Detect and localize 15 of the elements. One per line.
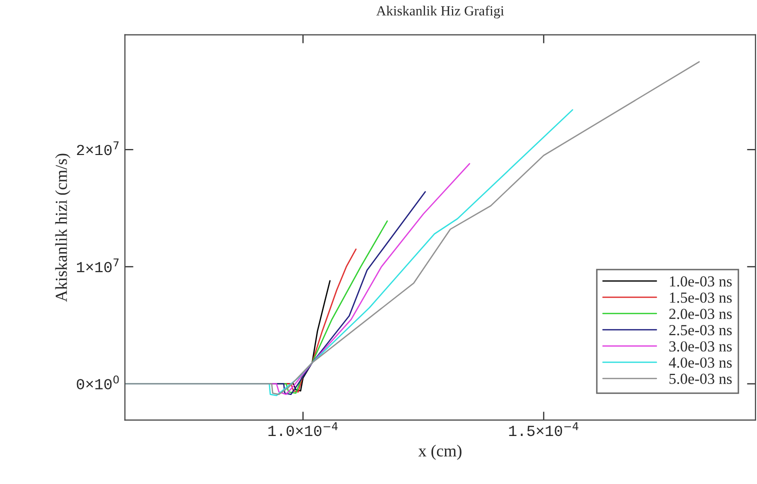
y-tick-label: 0×10$^{0}$ — [76, 375, 119, 390]
legend-label: 1.5e-03 ns — [670, 292, 732, 303]
legend-label: 1.0e-03 ns — [670, 276, 732, 287]
legend-label: 2.5e-03 ns — [669, 324, 732, 336]
y-tick-label: 2×10$^{7}$ — [76, 141, 119, 156]
legend-label: 3.0e-03 ns — [669, 341, 732, 352]
y-tick-label: 1×10$^{7}$ — [76, 258, 119, 272]
x-tick-label: 1.5×10$^{−4}$ — [509, 422, 578, 436]
chart-title: Akiskanlik Hiz Grafigi — [376, 6, 504, 18]
legend-label: 2.0e-03 ns — [669, 308, 732, 320]
legend-label: 5.0e-03 ns — [670, 374, 732, 384]
legend-label: 4.0e-03 ns — [668, 357, 732, 368]
x-axis-title: x (cm) — [418, 444, 462, 460]
x-tick-label: 1.0×10$^{−4}$ — [268, 422, 338, 436]
y-axis-title: Akiskanlik hizi (cm/s) — [55, 154, 70, 302]
